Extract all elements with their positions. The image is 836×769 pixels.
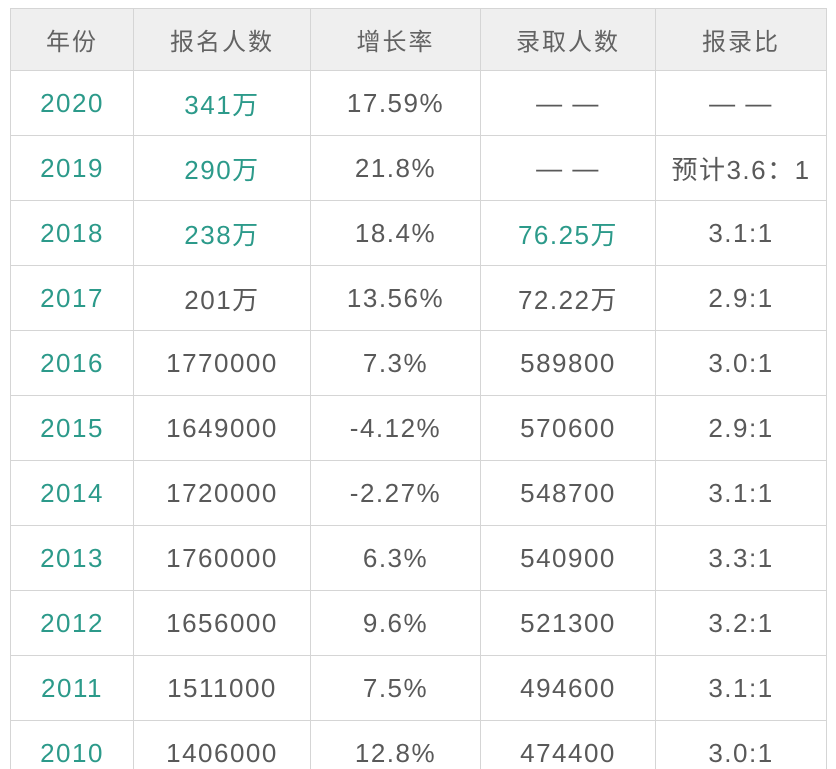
column-header-admitted: 录取人数 [480, 8, 656, 71]
cell-admitted: 570600 [480, 395, 656, 461]
cell-year: 2016 [10, 330, 134, 396]
cell-growth: 6.3% [310, 525, 481, 591]
cell-applicants: 290万 [133, 135, 311, 201]
cell-ratio: 2.9:1 [655, 265, 827, 331]
cell-ratio: 3.1:1 [655, 655, 827, 721]
cell-growth: 12.8% [310, 720, 481, 769]
cell-applicants: 1649000 [133, 395, 311, 461]
cell-growth: 7.5% [310, 655, 481, 721]
table-row: 2018 238万 18.4% 76.25万 3.1:1 [10, 200, 827, 266]
table-row: 2015 1649000 -4.12% 570600 2.9:1 [10, 395, 827, 461]
cell-ratio: 预计3.6：1 [655, 135, 827, 201]
cell-ratio: 3.0:1 [655, 330, 827, 396]
cell-applicants: 1511000 [133, 655, 311, 721]
table-row: 2016 1770000 7.3% 589800 3.0:1 [10, 330, 827, 396]
cell-growth: 18.4% [310, 200, 481, 266]
table-body: 2020 341万 17.59% — — — —2019 290万 21.8% — — 预计3.… [10, 70, 827, 769]
cell-admitted: 474400 [480, 720, 656, 769]
cell-applicants: 1770000 [133, 330, 311, 396]
cell-ratio: 3.0:1 [655, 720, 827, 769]
cell-admitted: — — [480, 70, 656, 136]
cell-ratio: 3.1:1 [655, 200, 827, 266]
cell-year: 2010 [10, 720, 134, 769]
cell-growth: 13.56% [310, 265, 481, 331]
cell-year: 2013 [10, 525, 134, 591]
cell-ratio: 2.9:1 [655, 395, 827, 461]
column-header-year: 年份 [10, 8, 134, 71]
cell-growth: 9.6% [310, 590, 481, 656]
cell-applicants: 341万 [133, 70, 311, 136]
cell-ratio: — — [655, 70, 827, 136]
table-row: 2011 1511000 7.5% 494600 3.1:1 [10, 655, 827, 721]
cell-year: 2017 [10, 265, 134, 331]
cell-admitted: 72.22万 [480, 265, 656, 331]
cell-growth: -2.27% [310, 460, 481, 526]
cell-applicants: 1720000 [133, 460, 311, 526]
table-row: 2017 201万 13.56% 72.22万 2.9:1 [10, 265, 827, 331]
cell-growth: -4.12% [310, 395, 481, 461]
table-row: 2013 1760000 6.3% 540900 3.3:1 [10, 525, 827, 591]
table-header: 年份 报名人数 增长率 录取人数 报录比 [10, 8, 827, 71]
cell-year: 2020 [10, 70, 134, 136]
cell-growth: 7.3% [310, 330, 481, 396]
cell-admitted: 548700 [480, 460, 656, 526]
cell-year: 2012 [10, 590, 134, 656]
cell-growth: 17.59% [310, 70, 481, 136]
header-row: 年份 报名人数 增长率 录取人数 报录比 [10, 8, 827, 71]
cell-admitted: 521300 [480, 590, 656, 656]
cell-year: 2014 [10, 460, 134, 526]
cell-ratio: 3.2:1 [655, 590, 827, 656]
cell-year: 2018 [10, 200, 134, 266]
cell-year: 2015 [10, 395, 134, 461]
cell-ratio: 3.3:1 [655, 525, 827, 591]
exam-stats-table: 年份 报名人数 增长率 录取人数 报录比 2020 341万 17.59% — — — … [10, 8, 827, 769]
column-header-ratio: 报录比 [655, 8, 827, 71]
cell-applicants: 201万 [133, 265, 311, 331]
cell-admitted: 76.25万 [480, 200, 656, 266]
cell-admitted: 589800 [480, 330, 656, 396]
cell-applicants: 238万 [133, 200, 311, 266]
table-row: 2020 341万 17.59% — — — — [10, 70, 827, 136]
cell-applicants: 1406000 [133, 720, 311, 769]
column-header-applicants: 报名人数 [133, 8, 311, 71]
cell-admitted: — — [480, 135, 656, 201]
cell-ratio: 3.1:1 [655, 460, 827, 526]
cell-year: 2011 [10, 655, 134, 721]
table-row: 2010 1406000 12.8% 474400 3.0:1 [10, 720, 827, 769]
table-row: 2014 1720000 -2.27% 548700 3.1:1 [10, 460, 827, 526]
cell-growth: 21.8% [310, 135, 481, 201]
cell-applicants: 1760000 [133, 525, 311, 591]
column-header-growth: 增长率 [310, 8, 481, 71]
cell-year: 2019 [10, 135, 134, 201]
cell-admitted: 540900 [480, 525, 656, 591]
cell-applicants: 1656000 [133, 590, 311, 656]
table-row: 2019 290万 21.8% — — 预计3.6：1 [10, 135, 827, 201]
cell-admitted: 494600 [480, 655, 656, 721]
table-row: 2012 1656000 9.6% 521300 3.2:1 [10, 590, 827, 656]
